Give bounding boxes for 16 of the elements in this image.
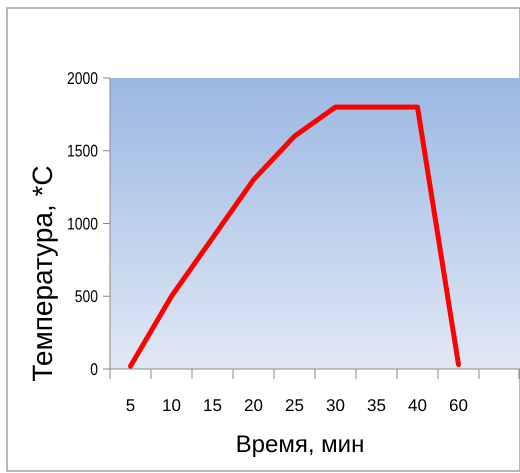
x-tick-label: 35 (367, 396, 386, 415)
y-axis-title: Температура, *С (27, 165, 58, 382)
x-tick-label: 5 (126, 396, 136, 415)
x-tick-label: 40 (408, 396, 427, 415)
x-tick-label: 30 (326, 396, 345, 415)
y-tick-label: 1500 (67, 142, 98, 162)
x-tick-label: 20 (244, 396, 263, 415)
x-tick-label: 60 (449, 396, 468, 415)
y-tick-label: 1000 (67, 215, 98, 234)
y-tick-label: 500 (74, 288, 98, 307)
x-tick-label: 10 (162, 396, 181, 415)
y-tick-label: 2000 (67, 70, 98, 88)
x-tick-label: 15 (203, 396, 222, 415)
y-tick-label: 0 (90, 360, 98, 380)
x-axis-title: Время, мин (236, 431, 364, 458)
x-tick-label: 25 (285, 396, 304, 415)
